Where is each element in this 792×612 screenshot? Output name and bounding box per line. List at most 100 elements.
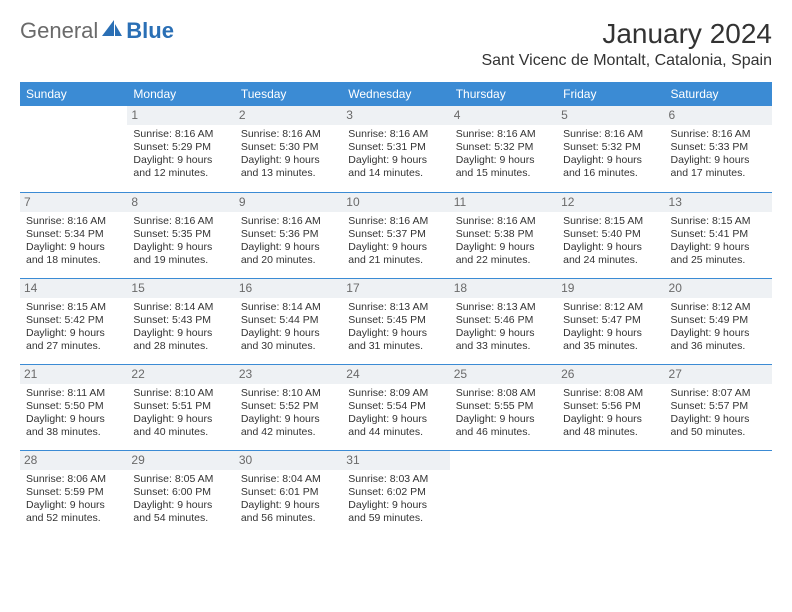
day-info-line: Daylight: 9 hours and 20 minutes. — [241, 241, 336, 267]
day-info-line: Sunset: 5:35 PM — [133, 228, 228, 241]
calendar-cell: 14Sunrise: 8:15 AMSunset: 5:42 PMDayligh… — [20, 278, 127, 364]
day-info-line: Daylight: 9 hours and 31 minutes. — [348, 327, 443, 353]
day-info-line: Daylight: 9 hours and 35 minutes. — [563, 327, 658, 353]
day-info-line: Daylight: 9 hours and 19 minutes. — [133, 241, 228, 267]
calendar-cell: 9Sunrise: 8:16 AMSunset: 5:36 PMDaylight… — [235, 192, 342, 278]
day-info-line: Sunrise: 8:11 AM — [26, 387, 121, 400]
day-info-line: Daylight: 9 hours and 46 minutes. — [456, 413, 551, 439]
day-info-line: Sunset: 5:29 PM — [133, 141, 228, 154]
logo-sail-icon — [102, 20, 124, 43]
calendar-week: 7Sunrise: 8:16 AMSunset: 5:34 PMDaylight… — [20, 192, 772, 278]
calendar-cell: 18Sunrise: 8:13 AMSunset: 5:46 PMDayligh… — [450, 278, 557, 364]
day-info-line: Sunrise: 8:05 AM — [133, 473, 228, 486]
day-info-line: Sunset: 5:40 PM — [563, 228, 658, 241]
header: General Blue January 2024 Sant Vicenc de… — [20, 18, 772, 70]
day-of-week-header: Sunday — [20, 82, 127, 106]
day-info-line: Sunrise: 8:16 AM — [133, 128, 228, 141]
day-info-line: Sunrise: 8:16 AM — [348, 215, 443, 228]
day-number: 16 — [235, 279, 342, 298]
calendar-cell: 23Sunrise: 8:10 AMSunset: 5:52 PMDayligh… — [235, 364, 342, 450]
calendar-cell: 10Sunrise: 8:16 AMSunset: 5:37 PMDayligh… — [342, 192, 449, 278]
day-info-line: Sunset: 5:32 PM — [563, 141, 658, 154]
calendar-cell: 27Sunrise: 8:07 AMSunset: 5:57 PMDayligh… — [665, 364, 772, 450]
day-info-line: Daylight: 9 hours and 14 minutes. — [348, 154, 443, 180]
day-number: 21 — [20, 365, 127, 384]
day-number: 7 — [20, 193, 127, 212]
day-info-line: Sunrise: 8:15 AM — [26, 301, 121, 314]
day-number: 1 — [127, 106, 234, 125]
day-number: 29 — [127, 451, 234, 470]
day-info-line: Sunset: 5:50 PM — [26, 400, 121, 413]
calendar-cell: 16Sunrise: 8:14 AMSunset: 5:44 PMDayligh… — [235, 278, 342, 364]
calendar-cell: 4Sunrise: 8:16 AMSunset: 5:32 PMDaylight… — [450, 106, 557, 192]
day-info-line: Sunrise: 8:16 AM — [26, 215, 121, 228]
day-info-line: Sunset: 5:46 PM — [456, 314, 551, 327]
day-info-line: Sunrise: 8:16 AM — [133, 215, 228, 228]
calendar-cell: 1 Sunrise: 8:16 AMSunset: 5:29 PMDaylight… — [127, 106, 234, 192]
day-info-line: Daylight: 9 hours and 56 minutes. — [241, 499, 336, 525]
day-info-line: Sunset: 5:49 PM — [671, 314, 766, 327]
day-of-week-header: Wednesday — [342, 82, 449, 106]
day-number: 27 — [665, 365, 772, 384]
day-number: 9 — [235, 193, 342, 212]
day-info-line: Daylight: 9 hours and 28 minutes. — [133, 327, 228, 353]
day-info-line: Daylight: 9 hours and 59 minutes. — [348, 499, 443, 525]
day-number: 22 — [127, 365, 234, 384]
day-info-line: Sunset: 5:32 PM — [456, 141, 551, 154]
day-info-line: Daylight: 9 hours and 12 minutes. — [133, 154, 228, 180]
day-info-line: Sunrise: 8:13 AM — [456, 301, 551, 314]
day-number: 18 — [450, 279, 557, 298]
calendar-cell — [557, 450, 664, 536]
calendar-week: 1Sunrise: 8:16 AMSunset: 5:29 PMDaylight… — [20, 106, 772, 192]
calendar-cell: 28Sunrise: 8:06 AMSunset: 5:59 PMDayligh… — [20, 450, 127, 536]
day-info-line: Daylight: 9 hours and 42 minutes. — [241, 413, 336, 439]
day-info-line: Daylight: 9 hours and 15 minutes. — [456, 154, 551, 180]
day-number: 15 — [127, 279, 234, 298]
day-number: 5 — [557, 106, 664, 125]
calendar-cell: 2Sunrise: 8:16 AMSunset: 5:30 PMDaylight… — [235, 106, 342, 192]
calendar-cell: 15Sunrise: 8:14 AMSunset: 5:43 PMDayligh… — [127, 278, 234, 364]
day-info-line: Sunrise: 8:16 AM — [671, 128, 766, 141]
calendar-cell: 19Sunrise: 8:12 AMSunset: 5:47 PMDayligh… — [557, 278, 664, 364]
day-info-line: Sunrise: 8:16 AM — [456, 128, 551, 141]
calendar-cell: 5Sunrise: 8:16 AMSunset: 5:32 PMDaylight… — [557, 106, 664, 192]
calendar-cell: 12Sunrise: 8:15 AMSunset: 5:40 PMDayligh… — [557, 192, 664, 278]
calendar-cell: 31Sunrise: 8:03 AMSunset: 6:02 PMDayligh… — [342, 450, 449, 536]
calendar-week: 14Sunrise: 8:15 AMSunset: 5:42 PMDayligh… — [20, 278, 772, 364]
day-info-line: Daylight: 9 hours and 30 minutes. — [241, 327, 336, 353]
calendar-cell: 30Sunrise: 8:04 AMSunset: 6:01 PMDayligh… — [235, 450, 342, 536]
logo-text-blue: Blue — [126, 18, 174, 44]
calendar-cell: 11Sunrise: 8:16 AMSunset: 5:38 PMDayligh… — [450, 192, 557, 278]
day-info-line: Sunset: 5:34 PM — [26, 228, 121, 241]
day-info-line: Sunset: 5:55 PM — [456, 400, 551, 413]
calendar-cell: 13Sunrise: 8:15 AMSunset: 5:41 PMDayligh… — [665, 192, 772, 278]
day-info-line: Sunrise: 8:15 AM — [563, 215, 658, 228]
location: Sant Vicenc de Montalt, Catalonia, Spain — [481, 52, 772, 70]
day-info-line: Sunset: 5:51 PM — [133, 400, 228, 413]
calendar-cell: 7 Sunrise: 8:16 AMSunset: 5:34 PMDaylight… — [20, 192, 127, 278]
day-info-line: Sunrise: 8:14 AM — [133, 301, 228, 314]
day-number: 24 — [342, 365, 449, 384]
day-info-line: Daylight: 9 hours and 25 minutes. — [671, 241, 766, 267]
day-info-line: Sunrise: 8:12 AM — [671, 301, 766, 314]
day-info-line: Sunrise: 8:07 AM — [671, 387, 766, 400]
day-number: 2 — [235, 106, 342, 125]
day-info-line: Sunrise: 8:12 AM — [563, 301, 658, 314]
day-info-line: Sunset: 5:31 PM — [348, 141, 443, 154]
day-of-week-header: Thursday — [450, 82, 557, 106]
day-info-line: Sunset: 5:37 PM — [348, 228, 443, 241]
day-of-week-header: Saturday — [665, 82, 772, 106]
day-info-line: Sunset: 5:45 PM — [348, 314, 443, 327]
day-number: 20 — [665, 279, 772, 298]
day-info-line: Daylight: 9 hours and 21 minutes. — [348, 241, 443, 267]
month-title: January 2024 — [481, 18, 772, 50]
day-info-line: Sunset: 6:02 PM — [348, 486, 443, 499]
calendar-table: SundayMondayTuesdayWednesdayThursdayFrid… — [20, 82, 772, 536]
day-info-line: Sunrise: 8:16 AM — [348, 128, 443, 141]
day-number: 17 — [342, 279, 449, 298]
calendar-cell — [450, 450, 557, 536]
day-info-line: Sunset: 5:54 PM — [348, 400, 443, 413]
calendar-cell: 20Sunrise: 8:12 AMSunset: 5:49 PMDayligh… — [665, 278, 772, 364]
day-number: 26 — [557, 365, 664, 384]
day-info-line: Daylight: 9 hours and 18 minutes. — [26, 241, 121, 267]
